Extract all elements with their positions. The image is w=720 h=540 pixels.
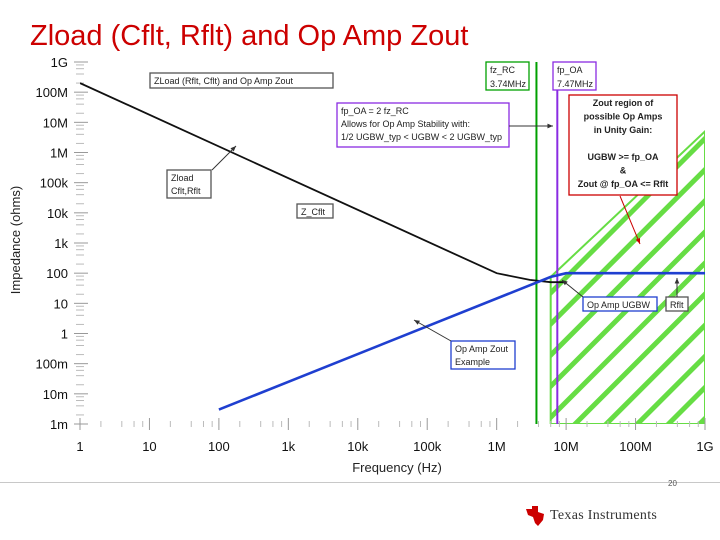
y-tick-label: 100m	[35, 357, 68, 372]
zout-region-label-text: Zout @ fp_OA <= Rflt	[578, 179, 668, 189]
op-amp-zout-leader	[413, 319, 452, 342]
zout-region-label: Zout region of possible Op Amps in Unity G…	[568, 94, 678, 196]
fpoa-equation-label-text: fp_OA = 2 fz_RC	[341, 106, 409, 116]
fpoa-equation-arrowhead	[547, 123, 553, 129]
ti-logo: Texas Instruments	[524, 504, 657, 528]
y-tick-label: 10m	[43, 387, 68, 402]
y-tick-label: 1m	[50, 417, 68, 432]
zout-region-label-text: in Unity Gain:	[594, 125, 653, 135]
y-tick-label: 100	[46, 266, 68, 281]
op-amp-zout-arrowhead	[414, 320, 420, 325]
fpoa-equation-label: fp_OA = 2 fz_RC Allows for Op Amp Stabili…	[336, 102, 510, 148]
footer-divider	[0, 482, 720, 483]
zload-title-label-box	[149, 72, 334, 89]
footer	[0, 483, 720, 540]
y-tick-label: 1M	[50, 146, 68, 161]
fp-oa-label-box	[552, 61, 597, 91]
op-amp-ugbw-label-box	[582, 296, 658, 312]
zcflt-label: Z_Cflt	[296, 203, 334, 219]
y-tick-label: 100k	[40, 176, 69, 191]
fp-oa-label-text: 7.47MHz	[557, 79, 594, 89]
x-tick-label: 1k	[281, 439, 295, 454]
x-axis-label: Frequency (Hz)	[352, 460, 442, 475]
op-amp-ugbw-arrowhead	[562, 280, 568, 286]
fz-rc-label: fz_RC 3.74MHz	[485, 61, 530, 91]
zload-leader	[211, 145, 237, 171]
rflt-arrowhead	[674, 278, 680, 284]
zout-region-label-text: &	[620, 166, 627, 176]
fp-oa-label: fp_OA 7.47MHz	[552, 61, 597, 91]
y-tick-label: 1	[61, 327, 68, 342]
zcflt-label-text: Z_Cflt	[301, 207, 326, 217]
zload-label-text: Zload	[171, 173, 194, 183]
y-tick-label: 10M	[43, 115, 68, 130]
op-amp-zout-label-box	[450, 340, 516, 370]
fz-rc-label-text: fz_RC	[490, 65, 516, 75]
fpoa-equation-label-text: Allows for Op Amp Stability with:	[341, 119, 470, 129]
fp-oa-label-text: fp_OA	[557, 65, 583, 75]
x-tick-label: 100k	[413, 439, 442, 454]
x-tick-label: 1	[76, 439, 83, 454]
rflt-label: Rflt	[665, 296, 689, 312]
series-line-1	[218, 271, 705, 411]
x-tick-label: 1G	[696, 439, 713, 454]
slide-title: Zload (Cflt, Rflt) and Op Amp Zout	[30, 20, 469, 52]
zout-region-label-text: possible Op Amps	[584, 112, 663, 122]
y-axis-label: Impedance (ohms)	[8, 186, 23, 294]
rflt-label-text: Rflt	[670, 300, 684, 310]
zout-region-arrowhead	[635, 238, 641, 244]
zout-region-label-text: UGBW >= fp_OA	[587, 152, 659, 162]
zout-region-label-box	[568, 94, 678, 196]
zload-label-text: Cflt,Rflt	[171, 186, 201, 196]
zload-label: Zload Cflt,Rflt	[166, 169, 212, 199]
impedance-chart: 1m 10m 100m 1 10 100 1k 10k 100k 1M 10M 100M 1G 1 10 10…	[8, 55, 714, 475]
fpoa-equation-label-text: 1/2 UGBW_typ < UGBW < 2 UGBW_typ	[341, 132, 502, 142]
op-amp-zout-label-text: Example	[455, 357, 490, 367]
x-tick-label: 10k	[347, 439, 368, 454]
op-amp-zout-label-text: Op Amp Zout	[455, 344, 509, 354]
texas-state-icon	[526, 506, 544, 526]
x-tick-label: 100M	[619, 439, 652, 454]
y-tick-label: 1k	[54, 236, 68, 251]
zload-label-box	[166, 169, 212, 199]
zout-region-leader	[619, 195, 641, 245]
x-tick-label: 10M	[553, 439, 578, 454]
zcflt-label-box	[296, 203, 334, 219]
x-tick-label: 10	[142, 439, 156, 454]
series-line-0	[80, 82, 567, 284]
page-number: 20	[668, 479, 677, 488]
fpoa-equation-label-box	[336, 102, 510, 148]
op-amp-ugbw-label-text: Op Amp UGBW	[587, 300, 651, 310]
y-tick-label: 10	[54, 296, 68, 311]
fz-rc-label-text: 3.74MHz	[490, 79, 527, 89]
y-tick-label: 100M	[35, 85, 68, 100]
fz-rc-label-box	[485, 61, 530, 91]
op-amp-ugbw-label: Op Amp UGBW	[582, 296, 658, 312]
zload-title-label: ZLoad (Rflt, Cflt) and Op Amp Zout	[149, 72, 334, 89]
x-tick-label: 1M	[488, 439, 506, 454]
x-tick-label: 100	[208, 439, 230, 454]
op-amp-zout-label: Op Amp Zout Example	[450, 340, 516, 370]
y-tick-label: 10k	[47, 206, 68, 221]
y-tick-label: 1G	[51, 55, 68, 70]
zout-region-label-text: Zout region of	[593, 98, 654, 108]
ti-logo-text: Texas Instruments	[550, 508, 658, 523]
zload-title-label-text: ZLoad (Rflt, Cflt) and Op Amp Zout	[154, 76, 294, 86]
zload-arrowhead	[230, 146, 236, 152]
